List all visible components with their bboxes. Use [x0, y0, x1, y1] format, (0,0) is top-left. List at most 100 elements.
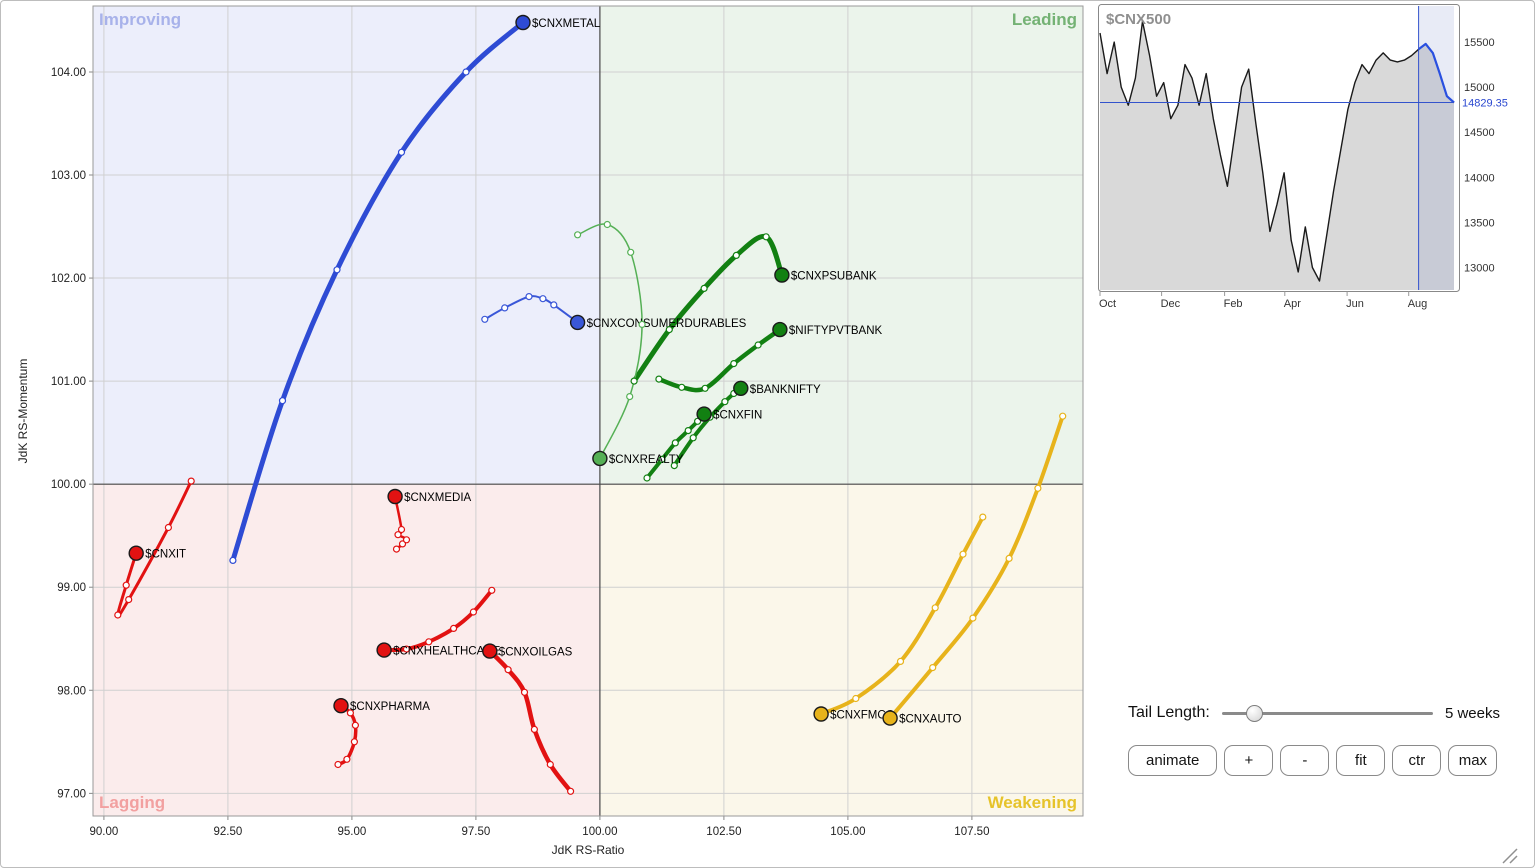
y-axis-label: JdK RS-Momentum — [16, 359, 30, 464]
rrg-head-$NIFTYPVTBANK[interactable] — [772, 321, 788, 338]
rrg-label-$CNXPSUBANK: $CNXPSUBANK — [791, 271, 877, 283]
rrg-tail-point — [402, 645, 411, 653]
y-tick-label: 99.00 — [57, 582, 86, 594]
y-tick-label: 97.00 — [57, 788, 86, 800]
rrg-head-$CNXFMCG[interactable] — [813, 706, 829, 722]
rrg-label-$CNXREALTY: $CNXREALTY — [609, 454, 684, 466]
rrg-tail-point — [931, 604, 939, 612]
rrg-tail-point — [658, 455, 666, 463]
benchmark-title: $CNX500 — [1106, 11, 1171, 28]
rrg-tail-point — [530, 725, 539, 734]
rrg-tail-point — [520, 688, 529, 696]
rrg-tail-point — [462, 68, 470, 76]
rrg-head-$CNXHEALTHCARE[interactable] — [376, 642, 392, 658]
benchmark-month-label: Aug — [1408, 298, 1428, 310]
benchmark-y-tick: 13000 — [1464, 263, 1495, 275]
rrg-tail-point — [969, 614, 977, 622]
benchmark-y-tick: 15000 — [1464, 82, 1495, 94]
x-tick-label: 105.00 — [830, 826, 865, 838]
rrg-tail-point — [1034, 484, 1042, 492]
rrg-tail-point — [754, 341, 762, 349]
rrg-label-$CNXHEALTHCARE: $CNXHEALTHCARE — [393, 646, 500, 658]
fit-button[interactable]: fit — [1336, 745, 1386, 776]
rrg-label-$NIFTYPVTBANK: $NIFTYPVTBANK — [789, 325, 883, 337]
rrg-tail-point — [638, 320, 646, 328]
rrg-tail-point — [539, 295, 547, 303]
x-tick-label: 100.00 — [582, 826, 617, 838]
zoom-out-button[interactable]: - — [1280, 745, 1330, 776]
benchmark-chart[interactable]: $CNX500 15500 15000 14500 14000 13500 13000 148… — [1098, 4, 1535, 316]
rrg-head-$CNXMEDIA[interactable] — [387, 488, 403, 505]
benchmark-tail-shade — [1418, 6, 1454, 290]
rrg-label-$CNXPHARMA: $CNXPHARMA — [350, 701, 430, 713]
rrg-label-$CNXOILGAS: $CNXOILGAS — [499, 647, 573, 659]
rrg-head-$CNXCONSUMERDURABLES[interactable] — [569, 314, 586, 331]
benchmark-month-label: Feb — [1224, 298, 1243, 310]
rrg-chart[interactable]: 90.00 92.50 95.00 97.50 100.00 102.50 105.00 10… — [1, 1, 1091, 868]
rrg-tail-point — [392, 545, 401, 553]
benchmark-y-tick: 14000 — [1464, 172, 1495, 184]
y-tick-label: 101.00 — [51, 376, 86, 388]
benchmark-current-value: 14829.35 — [1462, 98, 1508, 110]
x-tick-label: 102.50 — [706, 826, 741, 838]
benchmark-y-tick: 13500 — [1464, 217, 1495, 229]
rrg-label-$CNXAUTO: $CNXAUTO — [899, 714, 961, 726]
rrg-head-$BANKNIFTY[interactable] — [733, 380, 749, 396]
rrg-head-$CNXMETAL[interactable] — [515, 14, 531, 31]
rrg-tail-point — [125, 595, 133, 604]
rrg-tail-point — [732, 251, 740, 259]
zoom-in-button[interactable]: + — [1224, 745, 1274, 776]
center-button[interactable]: ctr — [1392, 745, 1442, 776]
rrg-tail-point — [979, 513, 987, 521]
benchmark-month-label: Dec — [1161, 298, 1181, 310]
x-tick-label: 95.00 — [338, 826, 367, 838]
rrg-tail-point — [450, 624, 458, 633]
rrg-tail-point — [346, 709, 354, 717]
rrg-tail-point — [229, 556, 237, 565]
plot-border — [92, 5, 1084, 817]
benchmark-border — [1098, 4, 1460, 292]
rrg-tail-point — [164, 523, 172, 532]
rrg-head-$CNXREALTY[interactable] — [592, 450, 608, 467]
rrg-head-$CNXAUTO[interactable] — [882, 710, 898, 726]
rrg-tail-point — [114, 611, 122, 619]
rrg-tail-point — [684, 427, 692, 435]
benchmark-month-label: Apr — [1284, 298, 1301, 310]
rrg-head-$CNXOILGAS[interactable] — [482, 643, 498, 659]
rrg-tail-point — [550, 301, 558, 309]
max-button[interactable]: max — [1448, 745, 1498, 776]
rrg-head-$CNXFIN[interactable] — [696, 406, 712, 422]
rrg-head-$CNXIT[interactable] — [128, 545, 144, 561]
rrg-tail-point — [187, 477, 195, 485]
rrg-tail-point — [501, 304, 509, 312]
benchmark-month-label: Oct — [1099, 298, 1116, 310]
resize-grip-icon[interactable] — [1497, 843, 1519, 865]
quadrant-weakening — [599, 484, 1083, 816]
quadrant-label-lagging: Lagging — [99, 793, 165, 812]
rrg-tail-point — [1005, 554, 1013, 563]
quadrant-label-weakening: Weakening — [988, 793, 1077, 812]
tail-length-slider[interactable] — [1221, 703, 1433, 724]
slider-thumb[interactable] — [1245, 704, 1263, 722]
x-tick-label: 92.50 — [214, 826, 243, 838]
animate-button[interactable]: animate — [1128, 745, 1218, 776]
rrg-head-$CNXPSUBANK[interactable] — [774, 267, 790, 283]
rrg-head-$CNXPHARMA[interactable] — [333, 698, 349, 714]
rrg-tail-point — [678, 383, 686, 391]
rrg-tail-point — [566, 787, 575, 795]
benchmark-area — [1100, 21, 1454, 291]
x-tick-label: 107.50 — [954, 826, 989, 838]
tail-length-control: Tail Length: 5 weeks — [1128, 699, 1500, 727]
rrg-tail-point — [762, 233, 770, 241]
x-tick-label: 97.50 — [462, 826, 491, 838]
rrg-tail-point — [929, 663, 937, 672]
rrg-tail-point — [504, 666, 512, 674]
rrg-tail-point — [626, 393, 634, 401]
rrg-tail-point — [655, 375, 663, 383]
tail-length-label: Tail Length: — [1128, 704, 1210, 721]
rrg-tail-point — [350, 738, 358, 746]
x-tick-label: 90.00 — [90, 826, 119, 838]
rrg-tail-point — [351, 721, 359, 729]
slider-track[interactable] — [1221, 711, 1433, 715]
rrg-markers: $CNXMETAL $CNXCONSUMERDURABLES $CNXPSUBANK… — [114, 14, 1067, 795]
